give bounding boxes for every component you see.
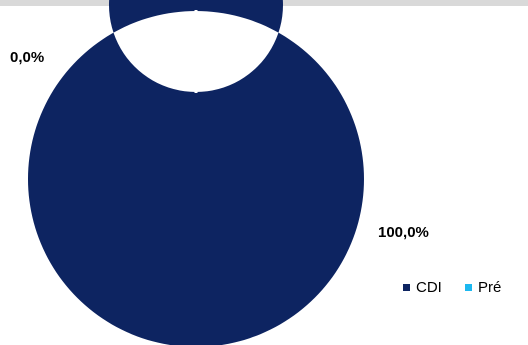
- legend-label-cdi: CDI: [416, 279, 442, 296]
- legend-swatch-cdi: [403, 284, 410, 291]
- legend-label-pre: Pré: [478, 279, 501, 296]
- slice-cdi: [28, 0, 364, 345]
- legend-swatch-pre: [465, 284, 472, 291]
- data-label-cdi: 100,0%: [378, 224, 429, 241]
- data-label-pr-: 0,0%: [10, 49, 44, 66]
